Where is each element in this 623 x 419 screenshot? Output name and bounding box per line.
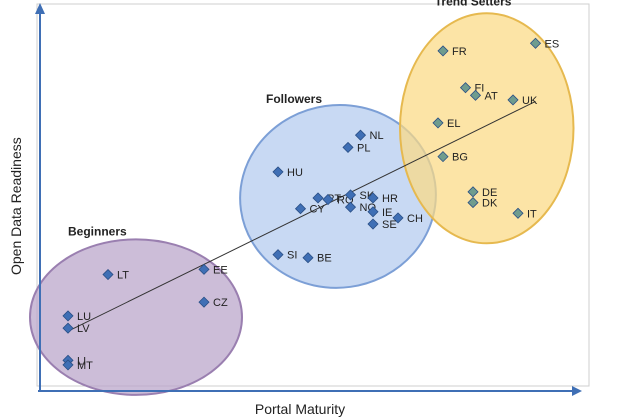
point-pt <box>312 192 324 204</box>
point-no <box>344 201 357 213</box>
point-label-si: SI <box>287 250 297 262</box>
cluster-label-beginners: Beginners <box>68 224 127 238</box>
point-nl <box>354 129 367 141</box>
cluster-ellipse-beginners <box>29 238 243 396</box>
point-label-it: IT <box>527 208 537 220</box>
point-se <box>367 218 379 230</box>
point-label-li: LI <box>77 355 86 367</box>
point-el <box>432 117 444 129</box>
y-axis-arrow <box>35 3 45 14</box>
point-be <box>302 252 314 264</box>
point-ch <box>392 212 404 224</box>
point-label-lt: LT <box>117 270 129 282</box>
trendline <box>67 101 536 332</box>
x-axis-arrow <box>572 386 582 396</box>
point-bg <box>437 151 449 163</box>
cluster-ellipse-trend-setters <box>399 12 575 245</box>
point-label-at: AT <box>485 90 499 102</box>
point-label-uk: UK <box>522 95 538 107</box>
point-lv <box>62 322 74 334</box>
point-ie <box>367 206 379 218</box>
point-es <box>529 37 542 49</box>
point-lu <box>62 310 74 322</box>
point-ee <box>198 263 210 275</box>
point-de <box>467 186 479 198</box>
point-at <box>469 89 482 101</box>
point-label-se: SE <box>382 219 397 231</box>
point-fr <box>437 45 449 57</box>
point-label-hr: HR <box>382 193 398 205</box>
point-hu <box>272 166 284 178</box>
point-label-dk: DK <box>482 198 498 210</box>
point-label-pl: PL <box>357 142 370 154</box>
point-label-lv: LV <box>77 323 90 335</box>
point-label-de: DE <box>482 187 497 199</box>
point-cy <box>294 203 307 215</box>
point-sk <box>344 189 357 201</box>
point-mt <box>62 359 74 371</box>
point-hr <box>367 192 379 204</box>
point-label-es: ES <box>545 38 560 50</box>
point-dk <box>467 196 479 209</box>
plot-frame <box>36 3 590 387</box>
x-axis-title: Portal Maturity <box>254 401 346 417</box>
cluster-labels: Beginners Followers Trend Setters <box>68 0 512 238</box>
point-label-mt: MT <box>77 360 93 372</box>
point-cz <box>198 296 210 308</box>
cluster-label-trend-setters: Trend Setters <box>435 0 512 8</box>
point-si <box>272 249 284 261</box>
cluster-ellipses <box>29 12 575 396</box>
point-label-hu: HU <box>287 167 303 179</box>
trendline-group <box>67 101 536 332</box>
cluster-label-followers: Followers <box>266 92 322 106</box>
point-lt <box>102 268 114 281</box>
point-label-el: EL <box>447 118 460 130</box>
point-label-ch: CH <box>407 213 423 225</box>
y-axis-title: Open Data Readiness <box>8 137 24 275</box>
point-label-fi: FI <box>475 83 485 95</box>
point-label-ee: EE <box>213 264 228 276</box>
point-label-fr: FR <box>452 46 467 58</box>
point-label-ie: IE <box>382 207 392 219</box>
point-label-be: BE <box>317 253 332 265</box>
point-label-cz: CZ <box>213 297 228 309</box>
point-label-bg: BG <box>452 152 468 164</box>
point-pl <box>342 141 354 153</box>
point-label-nl: NL <box>370 130 384 142</box>
point-label-cy: CY <box>310 204 326 216</box>
point-fi <box>459 82 472 94</box>
point-ro <box>322 193 334 206</box>
point-label-lu: LU <box>77 311 91 323</box>
point-uk <box>507 94 519 106</box>
point-it <box>512 207 524 219</box>
axes-group <box>35 3 582 396</box>
